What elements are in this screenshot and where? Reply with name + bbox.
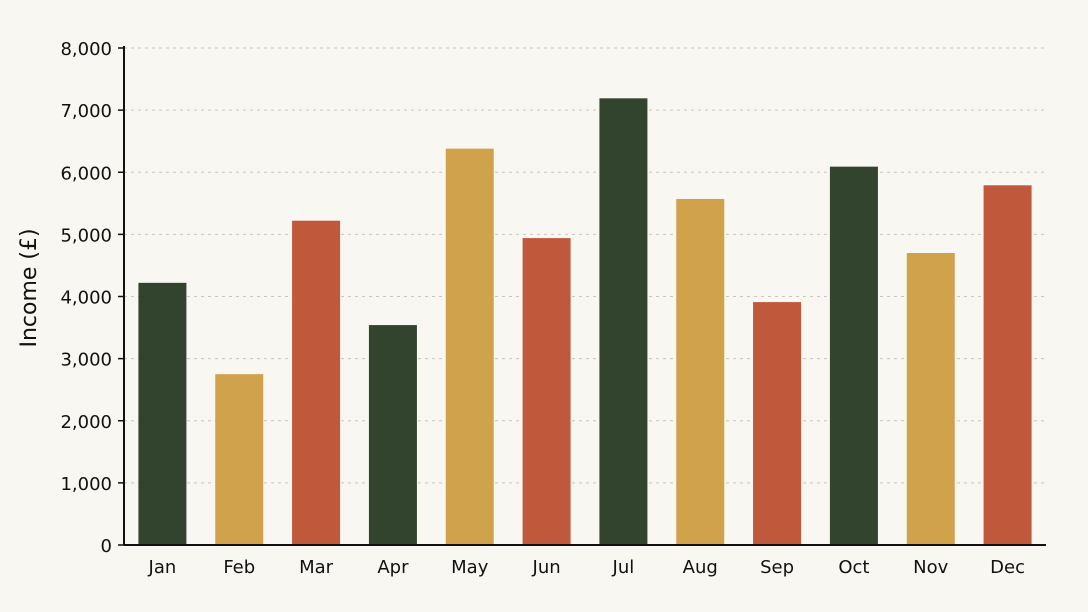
x-tick-label: Dec — [990, 557, 1025, 578]
y-tick-label: 4,000 — [60, 288, 112, 309]
x-tick-label: Jun — [532, 557, 561, 578]
y-tick-label: 5,000 — [60, 225, 112, 246]
bar-jan — [138, 282, 187, 545]
bar-jun — [522, 238, 571, 546]
bar-jul — [599, 98, 648, 545]
x-tick-label: Apr — [377, 557, 409, 578]
y-tick-label: 2,000 — [60, 412, 112, 433]
x-tick-label: Nov — [913, 557, 948, 578]
bar-nov — [906, 253, 955, 545]
bar-may — [445, 148, 494, 545]
bar-feb — [215, 374, 264, 545]
y-tick-label: 8,000 — [60, 39, 112, 60]
bar-dec — [983, 185, 1032, 545]
y-tick-label: 0 — [101, 536, 112, 557]
bars — [138, 98, 1032, 546]
bar-apr — [368, 325, 417, 545]
x-tick-label: Mar — [299, 557, 334, 578]
y-axis-title: Income (£) — [17, 228, 42, 347]
x-tick-label: Feb — [223, 557, 255, 578]
x-tick-label: Oct — [838, 557, 869, 578]
x-tick-label: May — [451, 557, 489, 578]
x-tick-label: Sep — [760, 557, 794, 578]
bar-sep — [753, 302, 802, 545]
axes — [118, 46, 1046, 546]
bar-mar — [292, 220, 341, 545]
x-tick-label: Jul — [612, 557, 635, 578]
bar-aug — [676, 198, 725, 545]
tick-labels: 0 1,000 2,000 3,000 4,000 5,000 6,000 7,000 8,00… — [60, 39, 1025, 578]
y-tick-label: 3,000 — [60, 350, 112, 371]
y-tick-label: 6,000 — [60, 163, 112, 184]
y-tick-label: 7,000 — [60, 101, 112, 122]
y-tick-label: 1,000 — [60, 474, 112, 495]
x-tick-label: Aug — [683, 557, 718, 578]
bar-oct — [829, 166, 878, 545]
x-tick-label: Jan — [148, 557, 177, 578]
